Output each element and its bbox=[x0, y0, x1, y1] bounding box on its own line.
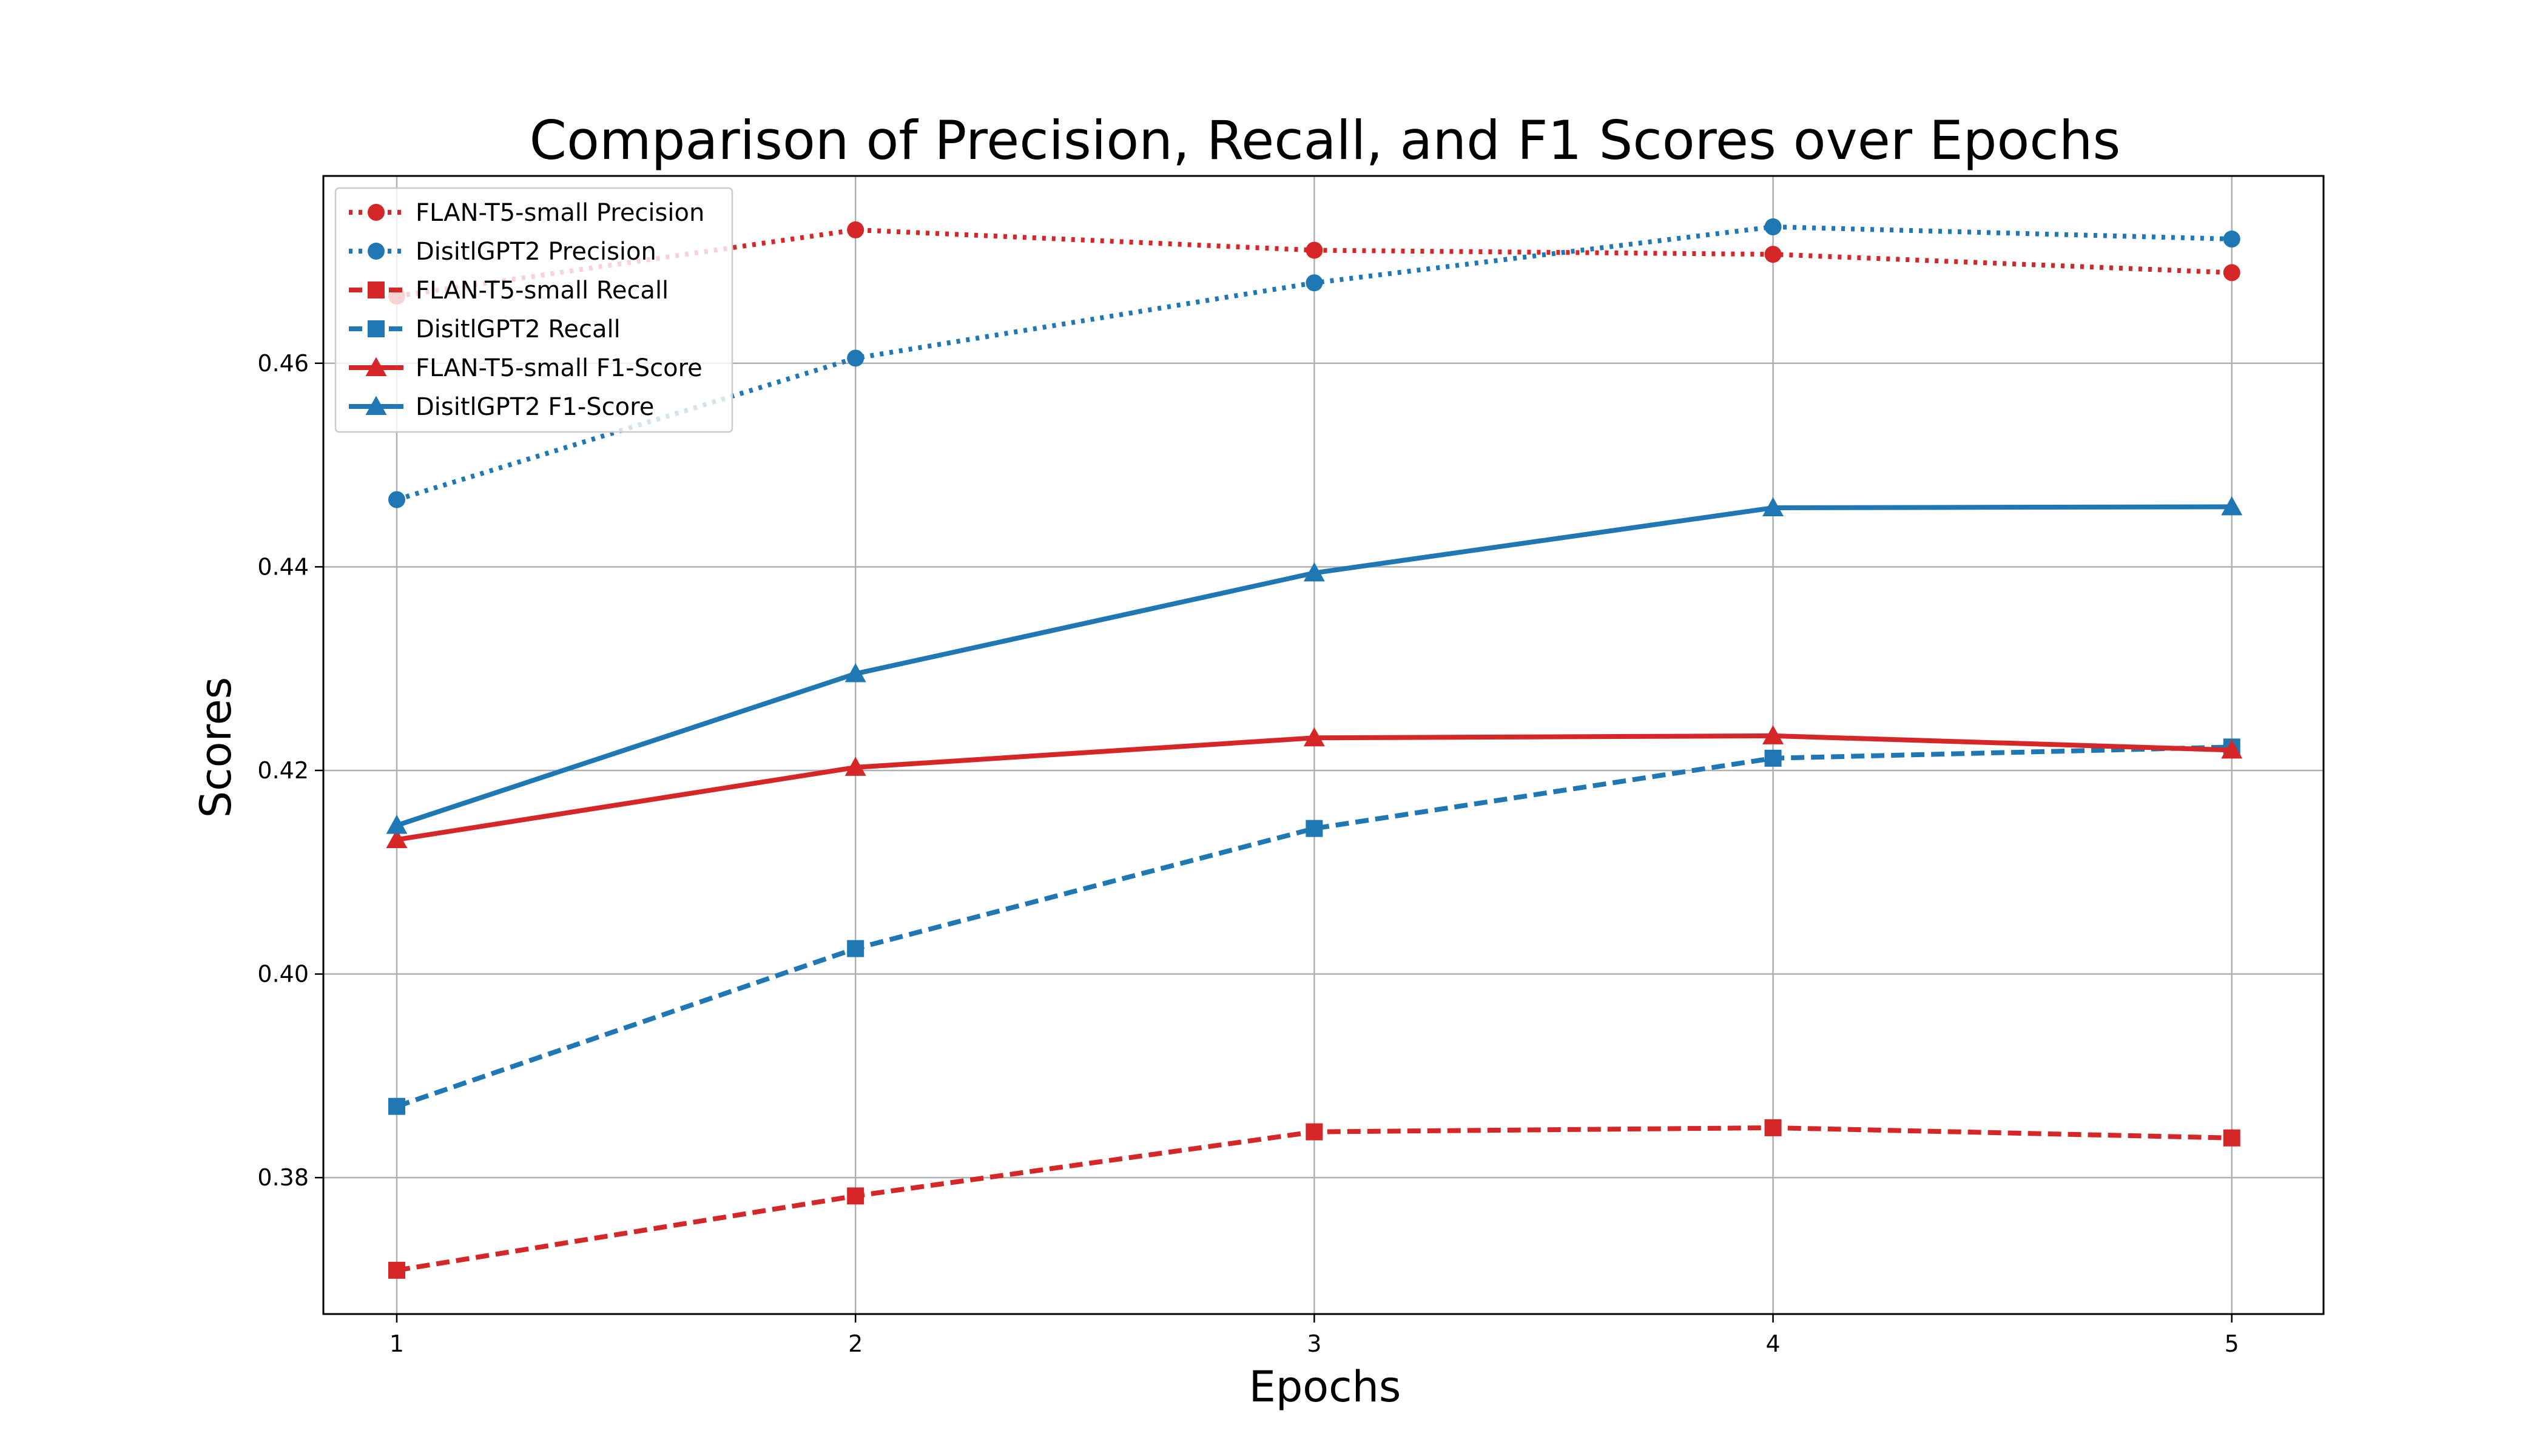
data-point bbox=[844, 757, 866, 776]
axis-ticks: 1 2 3 4 5 0.38 0.40 0.42 0.44 0.46 bbox=[257, 350, 2239, 1357]
legend-label: DisitlGPT2 Recall bbox=[416, 315, 621, 343]
data-point bbox=[1764, 218, 1782, 235]
data-point bbox=[1303, 562, 1325, 582]
data-point bbox=[1764, 246, 1782, 263]
chart-title: Comparison of Precision, Recall, and F1 … bbox=[530, 109, 2121, 172]
legend-marker bbox=[368, 243, 385, 260]
data-point bbox=[386, 829, 408, 849]
x-tick-label: 3 bbox=[1307, 1330, 1321, 1357]
x-tick-label: 2 bbox=[848, 1330, 863, 1357]
y-axis-label: Scores bbox=[191, 677, 241, 818]
x-tick-label: 1 bbox=[389, 1330, 404, 1357]
data-point bbox=[2221, 739, 2243, 759]
plot-frame bbox=[322, 175, 2325, 1315]
legend-label: DisitlGPT2 Precision bbox=[416, 238, 656, 266]
data-point bbox=[2223, 1129, 2240, 1147]
y-tick-label: 0.40 bbox=[257, 961, 309, 988]
data-point bbox=[847, 1187, 864, 1205]
data-point bbox=[844, 663, 866, 682]
series bbox=[388, 218, 2240, 508]
data-point bbox=[847, 940, 864, 957]
x-tick-label: 5 bbox=[2225, 1330, 2239, 1357]
legend-marker bbox=[368, 204, 385, 221]
series bbox=[386, 496, 2243, 834]
plot-series bbox=[386, 218, 2243, 1279]
data-point bbox=[2221, 496, 2243, 516]
x-tick-label: 4 bbox=[1765, 1330, 1780, 1357]
legend-marker bbox=[365, 396, 387, 415]
y-tick-label: 0.46 bbox=[257, 350, 309, 377]
data-point bbox=[847, 221, 864, 238]
data-point bbox=[1762, 497, 1784, 517]
y-tick-label: 0.42 bbox=[257, 757, 309, 784]
data-point bbox=[2223, 231, 2240, 248]
x-axis-label: Epochs bbox=[1249, 1362, 1401, 1412]
data-point bbox=[388, 491, 405, 508]
data-point bbox=[1306, 274, 1323, 292]
data-point bbox=[1764, 749, 1782, 767]
legend-label: FLAN-T5-small F1-Score bbox=[416, 354, 703, 382]
data-point bbox=[1306, 1123, 1323, 1141]
data-point bbox=[847, 349, 864, 367]
legend-marker bbox=[365, 357, 387, 376]
series bbox=[386, 725, 2243, 849]
data-point bbox=[388, 1261, 405, 1279]
data-point bbox=[2223, 264, 2240, 281]
legend-label: FLAN-T5-small Recall bbox=[416, 277, 669, 305]
legend-label: DisitlGPT2 F1-Score bbox=[416, 393, 654, 421]
data-point bbox=[1764, 1119, 1782, 1136]
data-point bbox=[388, 1097, 405, 1115]
legend-box bbox=[334, 187, 733, 433]
y-tick-label: 0.44 bbox=[257, 553, 309, 580]
series bbox=[388, 1119, 2240, 1279]
legend-marker bbox=[368, 320, 385, 337]
legend: FLAN-T5-small Precision DisitlGPT2 Precis… bbox=[334, 187, 733, 433]
legend-marker bbox=[368, 281, 385, 298]
data-point bbox=[1762, 725, 1784, 744]
legend-label: FLAN-T5-small Precision bbox=[416, 199, 704, 227]
series-line bbox=[396, 744, 2232, 1109]
data-point bbox=[1303, 727, 1325, 747]
data-point bbox=[1306, 820, 1323, 837]
y-tick-label: 0.38 bbox=[257, 1164, 309, 1191]
data-point bbox=[1306, 241, 1323, 259]
data-point bbox=[386, 815, 408, 834]
